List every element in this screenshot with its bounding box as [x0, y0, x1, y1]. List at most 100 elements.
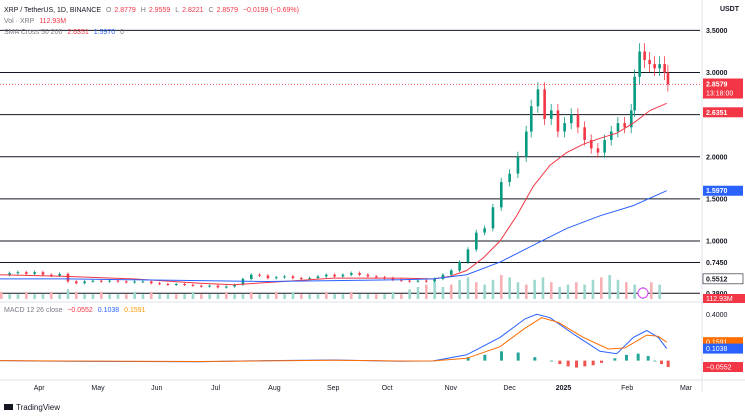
sma-fast-tag-label: 2.6351 [706, 110, 728, 117]
time-axis-label: Sep [327, 385, 340, 392]
volume-label[interactable]: Vol · XRP [4, 18, 35, 25]
candle-body [475, 232, 478, 250]
price-tag-label: 2.8579 [706, 82, 728, 89]
candle-body [483, 228, 486, 233]
candle-body [658, 64, 661, 69]
candle-body [33, 272, 36, 274]
volume-bar [250, 291, 253, 299]
volume-bar [308, 294, 311, 299]
candle-body [663, 64, 666, 73]
volume-bar [391, 291, 395, 299]
volume-bar [50, 291, 53, 299]
sma-label[interactable]: SMA Cross 50 200 [4, 29, 63, 36]
volume-bar [125, 294, 128, 299]
macd-hist-bar [591, 360, 595, 366]
macd-line [0, 313, 668, 363]
high-value: 2.9559 [148, 7, 171, 14]
candle-body [425, 280, 428, 282]
tradingview-logo[interactable]: TradingView [4, 403, 60, 412]
candle-body [8, 273, 11, 275]
currency-label[interactable]: USDT [719, 6, 739, 13]
candle-body [75, 281, 78, 284]
candle-body [191, 284, 195, 286]
macd-label[interactable]: MACD 12 26 close [4, 307, 63, 314]
macd-axis-tag-label: 0.4000 [706, 312, 728, 319]
change-value: −0.0199 (−0.69%) [242, 7, 299, 14]
time-axis-label: Jun [151, 385, 162, 392]
volume-legend: Vol · XRP 112.93M [4, 17, 69, 26]
level-tag-bg [703, 193, 743, 204]
candle-body [458, 262, 461, 271]
time-axis-label: Feb [621, 385, 633, 392]
volume-bar [0, 291, 3, 299]
level-tag-label: 3.5000 [706, 28, 728, 35]
price-tag-plain-label: 0.5512 [706, 276, 728, 283]
volume-tag-bg [703, 294, 745, 303]
candle-body [108, 280, 111, 282]
candle-body [183, 283, 186, 285]
candle-body [216, 285, 220, 288]
candle-body [530, 106, 533, 132]
volume-bar [241, 294, 245, 299]
volume-bar [66, 289, 70, 299]
volume-bar [383, 294, 386, 299]
volume-bar [325, 291, 328, 299]
level-tag-label: 0.7450 [706, 260, 728, 267]
level-tag-bg [703, 257, 743, 268]
level-tag-label: 1.0000 [706, 239, 728, 246]
volume-bar [166, 294, 170, 299]
volume-bar [508, 277, 511, 299]
volume-bar [491, 279, 495, 299]
volume-bar [625, 282, 628, 299]
volume-bar [608, 275, 611, 299]
candle-body [208, 285, 211, 287]
candle-body [341, 274, 345, 277]
volume-bar [350, 291, 353, 299]
candle-body [225, 286, 228, 288]
time-axis-label: Aug [268, 385, 281, 392]
candle-body [590, 139, 593, 149]
symbol-title[interactable]: XRP / TetherUS, 1D, BINANCE [4, 7, 101, 14]
macd-axis-tag-label: −0.0552 [706, 365, 732, 372]
macd-signal-value: 0.1591 [124, 307, 146, 314]
candle-body [166, 283, 170, 285]
time-axis-label: Nov [445, 385, 458, 392]
volume-bar [616, 279, 620, 299]
sma-fast-line [0, 102, 667, 286]
volume-bar [433, 282, 436, 299]
volume-bar [33, 294, 36, 299]
volume-bar [483, 284, 486, 299]
macd-hist-bar [550, 360, 553, 362]
volume-bar [233, 294, 236, 299]
macd-hist-value: −0.0552 [67, 307, 93, 314]
level-tag-bg [703, 151, 743, 162]
volume-bar [333, 294, 336, 299]
candle-body [623, 123, 626, 128]
macd-hist-bar [566, 360, 570, 367]
candle-body [258, 274, 261, 276]
volume-bar [25, 291, 28, 299]
candle-body [158, 283, 161, 285]
volume-bar [75, 291, 78, 299]
macd-signal-line [0, 317, 667, 363]
candle-body [516, 156, 520, 174]
candle-body [408, 280, 411, 282]
volume-bar [58, 294, 61, 299]
volume-bar [375, 294, 378, 299]
close-label: C [208, 7, 214, 14]
candle-body [133, 281, 136, 283]
sma-legend: SMA Cross 50 200 2.6351 1.5970 0 [4, 28, 127, 37]
time-axis-label: Oct [382, 385, 393, 392]
volume-bar [91, 294, 95, 299]
time-axis-label: Apr [34, 385, 46, 392]
candle-body [150, 281, 153, 284]
candle-body [603, 139, 606, 153]
volume-bar [266, 294, 270, 299]
macd-hist-bar [646, 355, 650, 361]
candle-body [508, 173, 511, 183]
macd-axis-tag-bg [703, 309, 743, 320]
open-value: 2.8779 [114, 7, 136, 14]
countdown-label: 13:18:00 [706, 91, 733, 98]
candle-body [633, 76, 636, 111]
